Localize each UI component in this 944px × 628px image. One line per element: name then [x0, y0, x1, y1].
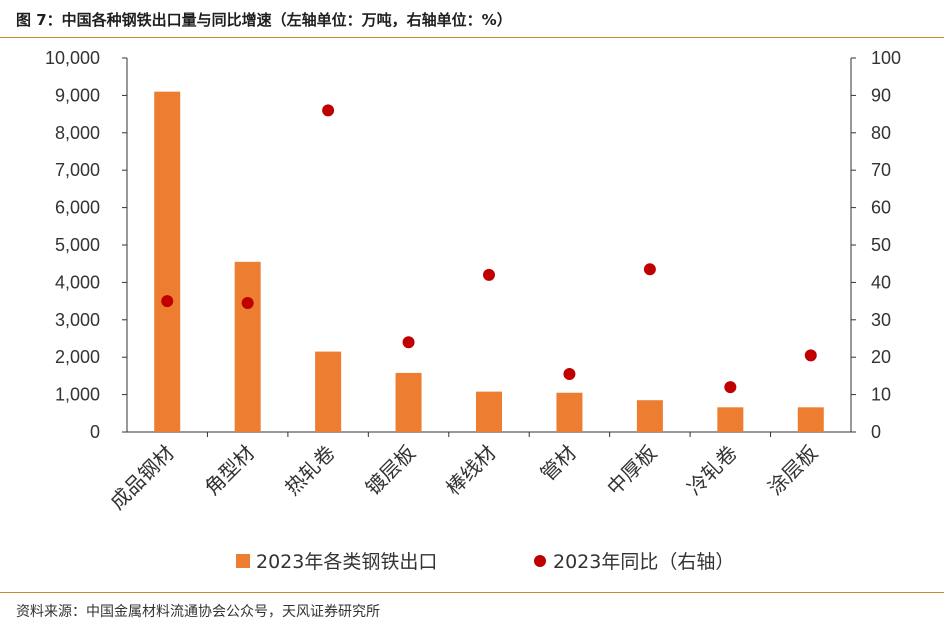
yoy-point-4	[402, 336, 415, 349]
left-tick-label: 6,000	[55, 198, 100, 218]
left-tick-label: 0	[90, 422, 100, 442]
bar-5	[476, 391, 502, 432]
yoy-point-9	[804, 349, 817, 362]
category-label: 管材	[536, 441, 581, 486]
right-tick-label: 70	[871, 160, 891, 180]
left-tick-label: 5,000	[55, 235, 100, 255]
left-tick-label: 8,000	[55, 123, 100, 143]
yoy-point-3	[322, 104, 335, 117]
bar-6	[556, 392, 583, 432]
source-divider	[0, 592, 944, 593]
left-tick-label: 9,000	[55, 85, 100, 105]
right-tick-label: 50	[871, 235, 891, 255]
left-tick-label: 1,000	[55, 385, 100, 405]
chart-svg: 0 1,000 2,000 3,000 4,000 5,000 6,000 7,000 8,00…	[45, 48, 901, 573]
category-label: 热轧卷	[280, 441, 339, 500]
category-label: 成品钢材	[105, 441, 179, 515]
category-label: 角型材	[200, 441, 259, 500]
left-tick-label: 2,000	[55, 347, 100, 367]
legend-label-bar: 2023年各类钢铁出口	[256, 551, 437, 573]
yoy-point-5	[483, 268, 495, 281]
category-label: 涂层板	[763, 441, 822, 500]
category-label: 棒线材	[441, 441, 500, 500]
right-tick-label: 30	[871, 310, 891, 330]
bar-4	[395, 372, 422, 432]
chart-title: 图 7：中国各种钢铁出口量与同比增速（左轴单位：万吨，右轴单位：%）	[16, 11, 512, 29]
bar-7	[636, 400, 663, 432]
right-tick-label: 0	[871, 422, 881, 442]
bar-2	[234, 261, 261, 432]
legend-swatch-bar	[236, 554, 250, 568]
bar-1	[154, 91, 181, 432]
right-tick-label: 80	[871, 123, 891, 143]
right-tick-label: 40	[871, 272, 891, 292]
yoy-point-2	[241, 296, 254, 309]
left-tick-label: 3,000	[55, 310, 100, 330]
yoy-point-6	[563, 368, 576, 381]
category-label: 中厚板	[602, 441, 661, 500]
left-tick-label: 10,000	[45, 48, 100, 68]
left-tick-label: 7,000	[55, 160, 100, 180]
right-tick-label: 20	[871, 347, 891, 367]
right-tick-label: 90	[871, 85, 891, 105]
yoy-point-8	[724, 381, 737, 394]
title-divider	[0, 37, 944, 38]
legend-label-dot: 2023年同比（右轴）	[553, 551, 734, 573]
right-tick-label: 10	[871, 385, 891, 405]
yoy-point-1	[161, 295, 174, 308]
bar-8	[717, 407, 744, 432]
right-tick-label: 100	[871, 48, 901, 68]
legend-swatch-dot	[534, 555, 546, 567]
source-note: 资料来源：中国金属材料流通协会公众号，天风证券研究所	[16, 604, 380, 620]
right-tick-label: 60	[871, 198, 891, 218]
category-label: 冷轧卷	[682, 441, 741, 500]
yoy-point-7	[643, 263, 656, 276]
category-label: 镀层板	[361, 441, 420, 500]
left-tick-label: 4,000	[55, 272, 100, 292]
bar-3	[315, 351, 342, 432]
bar-9	[797, 407, 824, 432]
